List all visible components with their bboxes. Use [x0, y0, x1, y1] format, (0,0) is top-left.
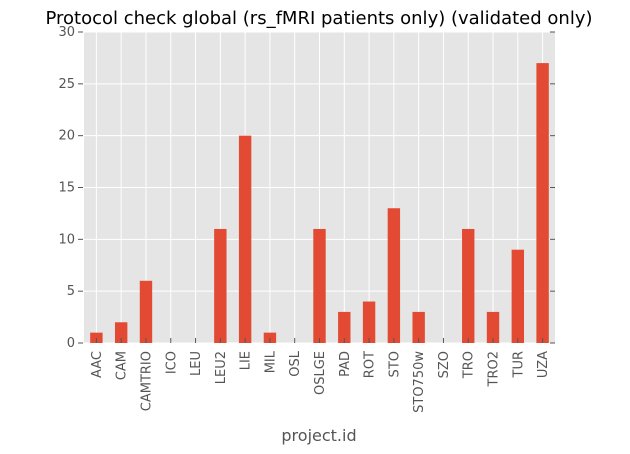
- x-tick-label: ICO: [164, 351, 179, 374]
- bar-cam: [114, 322, 128, 343]
- bar-lie: [238, 135, 252, 343]
- x-tick-label: AAC: [90, 351, 105, 378]
- x-tick-label: STO750w: [412, 351, 427, 413]
- y-tick-label: 0: [67, 336, 75, 351]
- bar-rot: [362, 301, 376, 343]
- y-axis-ticks: 0 5 10 15 20 25 30: [58, 25, 555, 351]
- bar-tro2: [486, 311, 500, 343]
- bar-aac: [90, 332, 103, 343]
- x-tick-label: LEU: [189, 351, 204, 376]
- x-tick-label: TRO: [462, 351, 477, 379]
- x-tick-label: TRO2: [487, 351, 502, 387]
- bar-leu2: [214, 228, 227, 343]
- x-tick-label: PAD: [338, 351, 353, 377]
- x-tick-label: LIE: [239, 351, 254, 370]
- y-tick-label: 25: [58, 77, 75, 92]
- x-tick-label: STO: [387, 351, 402, 377]
- y-tick-label: 10: [58, 232, 75, 247]
- chart-title: Protocol check global (rs_fMRI patients …: [45, 8, 592, 29]
- x-tick-label: TUR: [511, 351, 526, 379]
- x-tick-label: UZA: [536, 351, 551, 378]
- y-tick-label: 20: [58, 129, 75, 144]
- bar-mil: [263, 332, 277, 343]
- x-tick-label: OSL: [288, 350, 303, 376]
- y-tick-label: 5: [67, 284, 75, 299]
- bar-pad: [338, 311, 351, 343]
- bar-tro: [462, 228, 475, 343]
- x-tick-label: CAMTRIO: [139, 351, 154, 411]
- y-tick-label: 30: [58, 25, 75, 40]
- x-axis-label: project.id: [281, 426, 356, 445]
- bar-uza: [536, 63, 549, 343]
- x-tick-label: SZO: [437, 351, 452, 378]
- x-tick-label: OSLGE: [313, 351, 328, 395]
- x-tick-label: ROT: [363, 351, 378, 378]
- x-tick-label: LEU2: [214, 351, 229, 384]
- x-tick-label: CAM: [115, 351, 130, 380]
- bar-sto750w: [412, 311, 425, 343]
- x-tick-label: MIL: [263, 350, 278, 373]
- bar-sto: [387, 208, 401, 343]
- bar-tur: [511, 249, 525, 343]
- bar-oslge: [313, 228, 326, 343]
- y-tick-label: 15: [58, 181, 75, 196]
- x-axis-ticks: AAC CAM CAMTRIO ICO LEU LEU2 LIE MIL OSL OSLGE PAD…: [90, 338, 551, 413]
- bar-camtrio: [139, 280, 153, 343]
- bars: [90, 63, 549, 343]
